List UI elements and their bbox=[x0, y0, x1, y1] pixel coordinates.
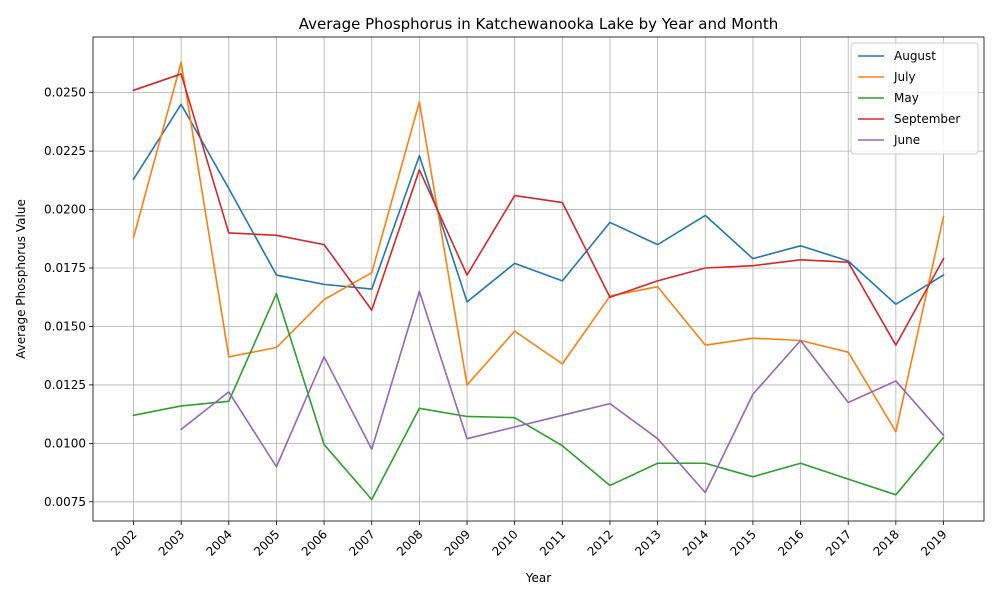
plot-frame bbox=[92, 36, 985, 522]
legend-label-may: May bbox=[894, 91, 919, 105]
chart-title: Average Phosphorus in Katchewanooka Lake… bbox=[299, 15, 779, 33]
legend-label-july: July bbox=[893, 70, 916, 84]
series-lines bbox=[132, 61, 945, 501]
x-axis-label: Year bbox=[525, 571, 551, 585]
y-tick-label: 0.0225 bbox=[44, 144, 86, 158]
series-line-may bbox=[132, 292, 945, 501]
legend-label-june: June bbox=[893, 133, 920, 147]
y-tick-label: 0.0125 bbox=[44, 378, 86, 392]
grid bbox=[93, 37, 984, 521]
legend-box bbox=[850, 42, 979, 155]
y-tick-label: 0.0100 bbox=[44, 436, 86, 450]
series-line-june bbox=[180, 290, 945, 494]
y-tick-label: 0.0250 bbox=[44, 86, 86, 100]
y-tick-label: 0.0150 bbox=[44, 319, 86, 333]
legend: August July May September June bbox=[850, 42, 979, 155]
y-axis-label: Average Phosphorus Value bbox=[14, 199, 28, 359]
y-axis-ticks: 0.0075 0.0100 0.0125 0.0150 0.0175 0.0200 0.02… bbox=[44, 86, 93, 509]
legend-label-september: September bbox=[894, 112, 960, 126]
series-line-july bbox=[132, 61, 945, 433]
y-tick-label: 0.0200 bbox=[44, 203, 86, 217]
legend-label-august: August bbox=[894, 49, 936, 63]
series-line-september bbox=[132, 73, 945, 346]
y-tick-label: 0.0075 bbox=[44, 495, 86, 509]
series-line-august bbox=[132, 103, 945, 306]
y-tick-label: 0.0175 bbox=[44, 261, 86, 275]
